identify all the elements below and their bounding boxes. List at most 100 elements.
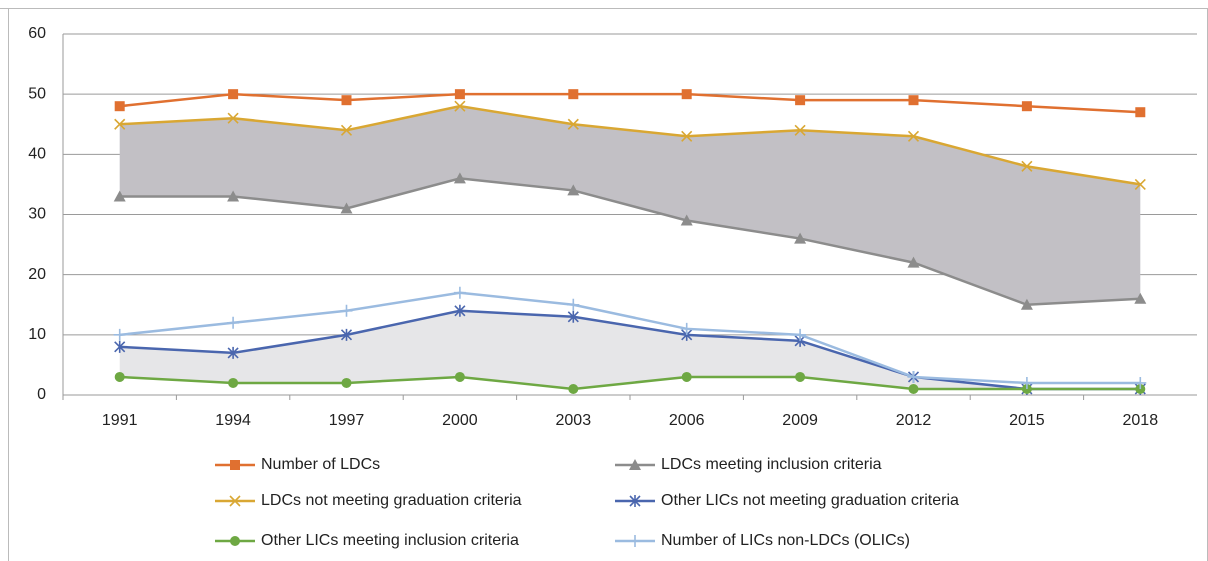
- marker: [453, 286, 466, 299]
- marker: [227, 316, 240, 329]
- series: [114, 371, 1146, 394]
- marker: [794, 328, 807, 341]
- marker: [454, 100, 466, 112]
- marker: [228, 89, 239, 100]
- marker: [567, 310, 579, 323]
- marker: [113, 328, 126, 341]
- marker: [681, 130, 693, 142]
- marker: [228, 377, 239, 388]
- marker: [568, 383, 579, 394]
- marker: [114, 101, 125, 112]
- x-tick-label: 1991: [102, 412, 138, 429]
- legend-item: Other LICs not meeting graduation criter…: [615, 492, 959, 509]
- legend-item: LDCs meeting inclusion criteria: [615, 456, 882, 473]
- legend-label: Other LICs not meeting graduation criter…: [661, 492, 959, 509]
- y-tick-label: 60: [28, 25, 46, 42]
- marker: [1134, 292, 1147, 304]
- marker: [227, 190, 240, 202]
- y-tick-label: 20: [28, 266, 46, 283]
- marker: [229, 495, 241, 507]
- legend-label: Other LICs meeting inclusion criteria: [261, 532, 519, 549]
- y-tick-label: 40: [28, 146, 46, 163]
- marker: [629, 535, 641, 547]
- marker: [230, 536, 240, 546]
- legend-item: Other LICs meeting inclusion criteria: [215, 532, 519, 549]
- marker: [907, 256, 920, 268]
- marker: [1021, 383, 1032, 394]
- series-line: [119, 177, 1141, 307]
- series: [114, 89, 1146, 118]
- marker: [454, 371, 465, 382]
- marker: [340, 124, 353, 136]
- series: [113, 172, 1147, 310]
- series-line: [119, 291, 1141, 385]
- marker: [795, 95, 806, 106]
- marker: [340, 304, 353, 317]
- marker: [340, 328, 353, 341]
- y-tick-label: 30: [28, 206, 46, 223]
- legend-label: LDCs not meeting graduation criteria: [261, 492, 522, 509]
- legend-item: Number of LICs non-LDCs (OLICs): [615, 532, 910, 549]
- marker: [454, 304, 466, 317]
- marker: [1134, 178, 1146, 190]
- marker: [568, 89, 579, 100]
- y-tick-label: 0: [37, 386, 46, 403]
- marker: [230, 460, 240, 470]
- marker: [567, 184, 580, 196]
- marker: [908, 383, 919, 394]
- legend-item: LDCs not meeting graduation criteria: [215, 492, 522, 509]
- marker: [453, 172, 466, 184]
- marker: [794, 232, 807, 244]
- x-tick-label: 1994: [215, 412, 251, 429]
- series-line: [119, 92, 1141, 114]
- marker: [1135, 107, 1146, 118]
- marker: [341, 95, 352, 106]
- marker: [114, 118, 126, 130]
- marker: [1134, 376, 1147, 389]
- marker: [681, 371, 692, 382]
- y-tick-label: 10: [28, 326, 46, 343]
- marker: [454, 89, 465, 100]
- marker: [1020, 298, 1033, 310]
- series-line: [119, 375, 1141, 391]
- marker: [681, 89, 692, 100]
- marker: [680, 214, 693, 226]
- marker: [795, 371, 806, 382]
- marker: [1021, 101, 1032, 112]
- legend-item: Number of LDCs: [215, 456, 380, 473]
- x-tick-label: 1997: [329, 412, 365, 429]
- marker: [629, 459, 641, 470]
- marker: [1020, 376, 1033, 389]
- legend-label: Number of LDCs: [261, 456, 380, 473]
- marker: [907, 130, 920, 142]
- marker: [341, 377, 352, 388]
- marker: [908, 95, 919, 106]
- series: [114, 100, 1146, 190]
- marker: [114, 340, 126, 353]
- legend-label: LDCs meeting inclusion criteria: [661, 456, 882, 473]
- x-tick-label: 2006: [669, 412, 705, 429]
- marker: [227, 112, 239, 124]
- series-line: [119, 104, 1141, 186]
- marker: [114, 371, 125, 382]
- shaded-area: [119, 106, 1141, 305]
- marker: [113, 190, 126, 202]
- x-tick-label: 2003: [556, 412, 592, 429]
- marker: [629, 495, 641, 507]
- x-tick-label: 2018: [1123, 412, 1159, 429]
- marker: [340, 202, 353, 214]
- marker: [1135, 383, 1146, 394]
- marker: [567, 118, 579, 130]
- x-tick-label: 2012: [896, 412, 932, 429]
- x-tick-label: 2015: [1009, 412, 1045, 429]
- marker: [680, 322, 693, 335]
- shaded-area: [119, 310, 1141, 389]
- marker: [567, 298, 580, 311]
- series-line: [119, 309, 1141, 391]
- marker: [1021, 160, 1033, 172]
- legend-label: Number of LICs non-LDCs (OLICs): [661, 532, 910, 549]
- marker: [227, 346, 239, 359]
- x-tick-label: 2000: [442, 412, 478, 429]
- y-tick-label: 50: [28, 85, 46, 102]
